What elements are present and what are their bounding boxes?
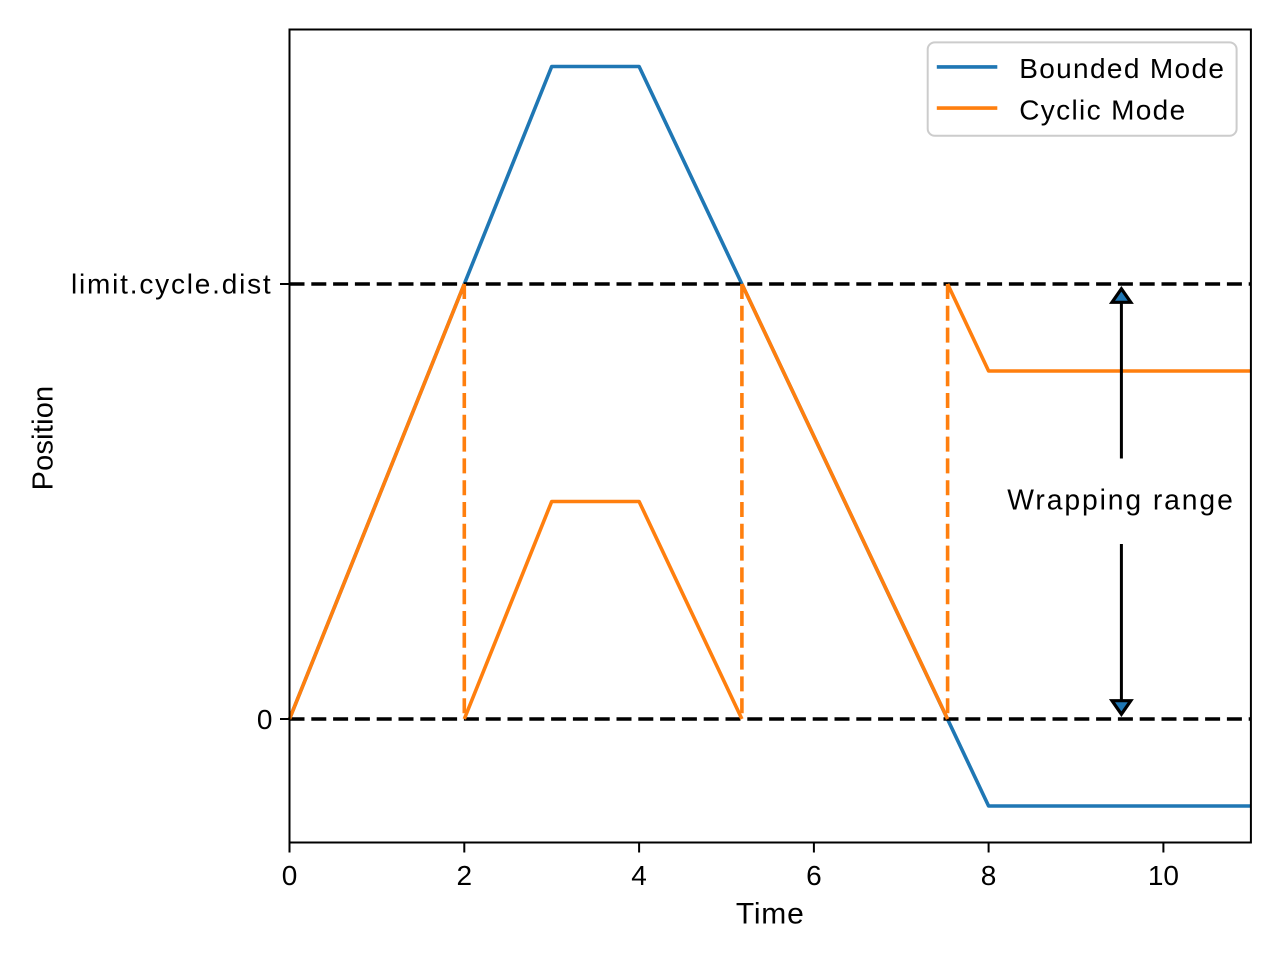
svg-text:4: 4 bbox=[631, 860, 647, 891]
svg-text:2: 2 bbox=[457, 860, 473, 891]
svg-text:6: 6 bbox=[806, 860, 822, 891]
svg-text:Time: Time bbox=[736, 898, 805, 931]
svg-text:Wrapping range: Wrapping range bbox=[1007, 484, 1234, 516]
svg-text:Bounded Mode: Bounded Mode bbox=[1019, 53, 1225, 84]
svg-text:8: 8 bbox=[981, 860, 997, 891]
svg-text:Cyclic Mode: Cyclic Mode bbox=[1019, 94, 1186, 125]
svg-text:0: 0 bbox=[257, 704, 273, 735]
svg-text:Position: Position bbox=[28, 386, 60, 491]
svg-text:10: 10 bbox=[1148, 860, 1179, 891]
svg-text:0: 0 bbox=[282, 860, 298, 891]
svg-text:limit.cycle.dist: limit.cycle.dist bbox=[71, 269, 273, 300]
